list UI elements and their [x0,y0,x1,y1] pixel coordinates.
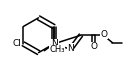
Text: O: O [90,42,97,51]
Text: CH₃: CH₃ [49,45,65,54]
Text: N: N [67,44,74,53]
Text: O: O [101,30,108,39]
Text: N: N [51,39,58,48]
Text: Cl: Cl [12,39,21,48]
